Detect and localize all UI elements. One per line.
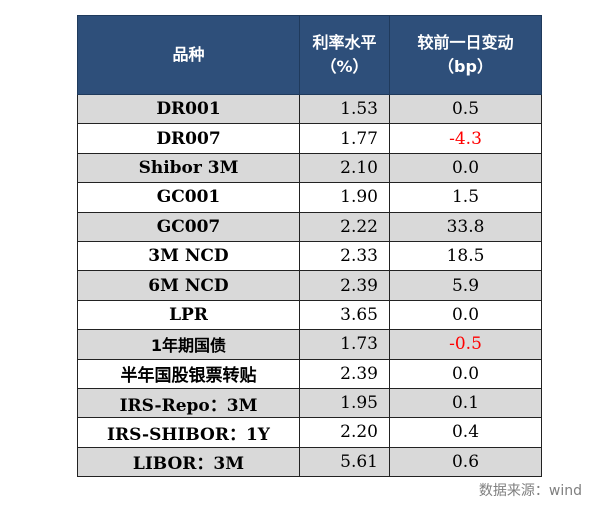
table-row: LIBOR：3M 5.61 0.6: [77, 446, 542, 478]
row-change: 0.6: [389, 446, 542, 478]
row-name: LPR: [77, 299, 300, 331]
row-change: -0.5: [389, 329, 542, 360]
row-change: 1.5: [389, 182, 542, 213]
table-row: GC001 1.90 1.5: [77, 182, 542, 213]
row-rate: 1.90: [299, 182, 390, 213]
header-rate-line2: （%）: [320, 57, 369, 76]
row-name: GC001: [77, 182, 300, 213]
table-row: 6M NCD 2.39 5.9: [77, 270, 542, 301]
table-row: LPR 3.65 0.0: [77, 299, 542, 331]
header-change-line2: （bp）: [438, 57, 493, 76]
row-rate: 1.77: [299, 123, 390, 154]
row-name: 1年期国债: [77, 329, 300, 360]
table-row: IRS-SHIBOR：1Y 2.20 0.4: [77, 417, 542, 448]
row-rate: 2.10: [299, 152, 390, 184]
row-name: 6M NCD: [77, 270, 300, 301]
table-row: DR001 1.53 0.5: [77, 93, 542, 125]
row-rate: 2.20: [299, 417, 390, 448]
data-source-note: 数据来源：wind: [478, 483, 582, 499]
row-name: GC007: [77, 211, 300, 242]
interest-rate-table: 品种 利率水平 （%） 较前一日变动 （bp） DR001 1.53 0.5 D…: [77, 15, 542, 478]
table-row: Shibor 3M 2.10 0.0: [77, 152, 542, 184]
header-name: 品种: [77, 15, 300, 95]
row-change: 0.1: [389, 387, 542, 419]
row-change: 18.5: [389, 240, 542, 272]
row-rate: 2.39: [299, 358, 390, 389]
row-rate: 2.22: [299, 211, 390, 242]
table-row: 1年期国债 1.73 -0.5: [77, 329, 542, 360]
table-header-row: 品种 利率水平 （%） 较前一日变动 （bp）: [77, 15, 542, 95]
table-row: DR007 1.77 -4.3: [77, 123, 542, 154]
row-name: 3M NCD: [77, 240, 300, 272]
row-name: IRS-SHIBOR：1Y: [77, 417, 300, 448]
row-name: DR001: [77, 93, 300, 125]
table-row: 半年国股银票转贴 2.39 0.0: [77, 358, 542, 389]
row-change: 0.0: [389, 358, 542, 389]
row-name: Shibor 3M: [77, 152, 300, 184]
table-row: IRS-Repo：3M 1.95 0.1: [77, 387, 542, 419]
row-change: 0.0: [389, 299, 542, 331]
row-rate: 1.53: [299, 93, 390, 125]
table-row: 3M NCD 2.33 18.5: [77, 240, 542, 272]
header-rate-line1: 利率水平: [312, 33, 377, 52]
header-change: 较前一日变动 （bp）: [389, 15, 542, 95]
row-change: -4.3: [389, 123, 542, 154]
row-rate: 2.39: [299, 270, 390, 301]
row-change: 0.5: [389, 93, 542, 125]
row-name: IRS-Repo：3M: [77, 387, 300, 419]
row-rate: 5.61: [299, 446, 390, 478]
table-row: GC007 2.22 33.8: [77, 211, 542, 242]
header-change-line1: 较前一日变动: [417, 33, 514, 52]
row-rate: 3.65: [299, 299, 390, 331]
row-name: DR007: [77, 123, 300, 154]
header-name-label: 品种: [172, 45, 205, 64]
row-change: 33.8: [389, 211, 542, 242]
row-rate: 1.73: [299, 329, 390, 360]
row-rate: 1.95: [299, 387, 390, 419]
row-name: LIBOR：3M: [77, 446, 300, 478]
row-change: 5.9: [389, 270, 542, 301]
row-rate: 2.33: [299, 240, 390, 272]
row-change: 0.0: [389, 152, 542, 184]
header-rate: 利率水平 （%）: [299, 15, 390, 95]
row-name: 半年国股银票转贴: [77, 358, 300, 389]
row-change: 0.4: [389, 417, 542, 448]
